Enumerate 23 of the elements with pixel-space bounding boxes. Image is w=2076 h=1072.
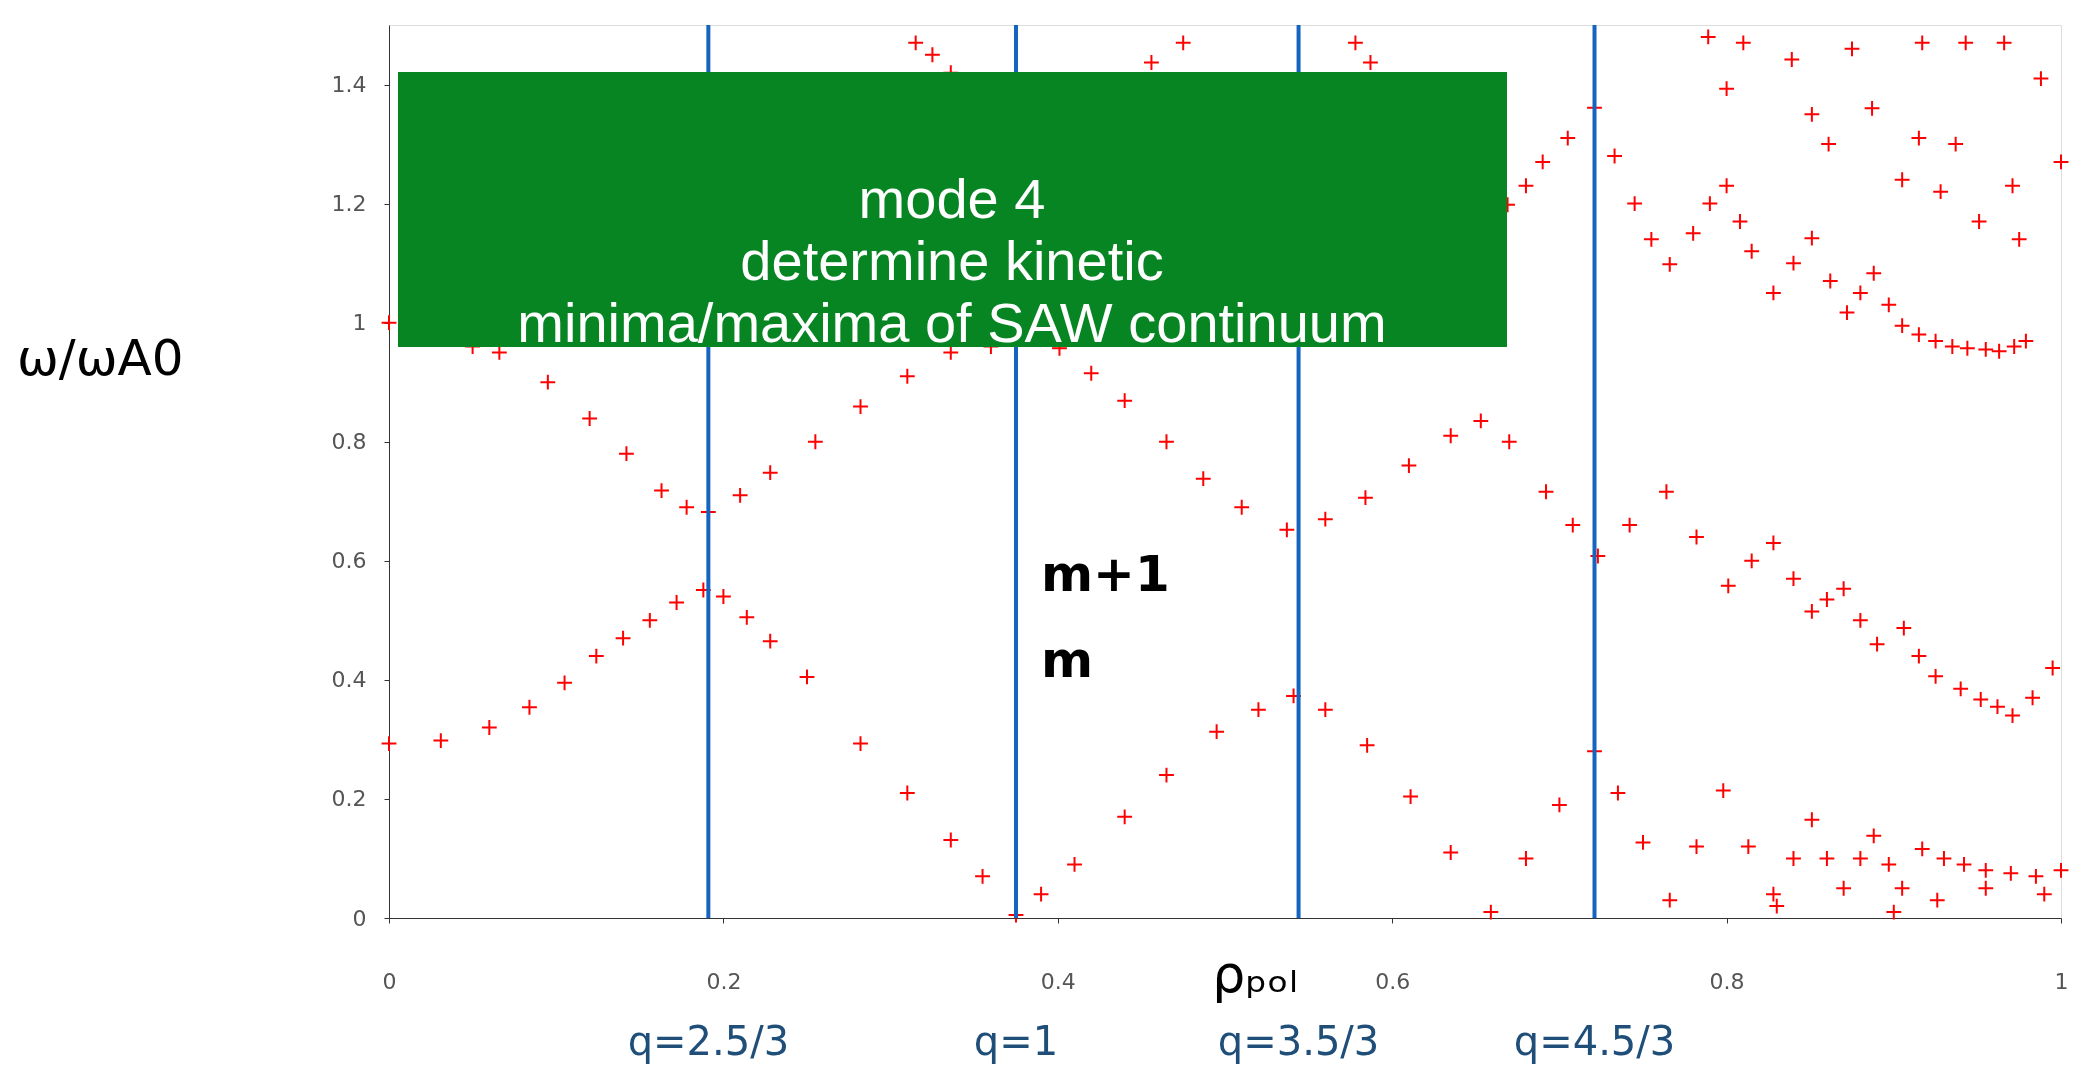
text: q=1 <box>973 1018 1059 1064</box>
y-tick-label: 0.6 <box>331 548 367 574</box>
annotation: m+1 <box>1041 545 1170 603</box>
y-tick-label: 0.2 <box>331 786 367 812</box>
text: q=2.5/3 <box>627 1018 790 1064</box>
annotation: m <box>1041 631 1094 689</box>
y-tick-label: 1 <box>352 310 367 336</box>
x-axis-title: ρₚₒₗ <box>1212 944 1298 1004</box>
y-tick-label: 1.2 <box>331 191 367 217</box>
x-tick-label: 0.2 <box>706 968 742 994</box>
y-tick-label: 1.4 <box>331 72 367 98</box>
x-tick-label: 1 <box>2054 968 2069 994</box>
x-tick-label: 0.6 <box>1375 968 1411 994</box>
annotation: mode 4 determine kinetic minima/maxima of SAW continuum <box>517 167 1387 354</box>
text: q=3.5/3 <box>1217 1018 1380 1064</box>
x-tick-label: 0.4 <box>1040 968 1076 994</box>
text: q=4.5/3 <box>1513 1018 1676 1064</box>
y-tick-label: 0.4 <box>331 667 367 693</box>
x-tick-label: 0.8 <box>1709 968 1745 994</box>
y-axis-title: ω/ωA0 <box>17 329 184 387</box>
y-tick-label: 0 <box>352 905 367 931</box>
x-tick-label: 0 <box>382 968 397 994</box>
y-tick-label: 0.8 <box>331 429 367 455</box>
